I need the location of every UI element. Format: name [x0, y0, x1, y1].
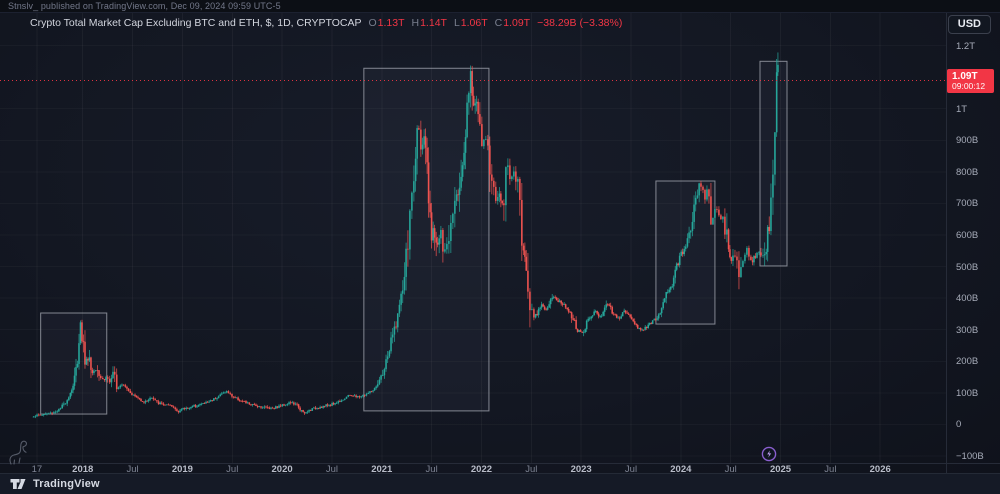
price-axis-label: 300B: [956, 324, 979, 336]
time-axis-label: 2024: [670, 464, 692, 475]
price-axis-label: 400B: [956, 293, 979, 305]
last-price-label: 1.09T 09:00:12: [947, 69, 994, 94]
price-axis-label: 600B: [956, 230, 979, 241]
legend: Crypto Total Market Cap Excluding BTC an…: [30, 17, 622, 29]
time-axis-label: 2021: [371, 464, 393, 475]
currency-toggle-button[interactable]: USD: [947, 15, 991, 34]
price-axis-label: 1T: [956, 103, 968, 115]
footer-brand[interactable]: TradingView: [33, 478, 100, 490]
low-value: 1.06T: [460, 17, 488, 29]
bar-countdown: 09:00:12: [952, 81, 986, 92]
candlestick-plot[interactable]: [0, 13, 946, 463]
price-axis-label: 200B: [956, 356, 979, 368]
close-key: C: [494, 17, 503, 29]
time-axis-label: 2023: [570, 464, 592, 475]
time-axis-label: 2022: [470, 464, 493, 475]
price-axis-label: 500B: [956, 261, 979, 273]
close-value: 1.09T: [503, 17, 531, 29]
footer-bar: TradingView: [0, 473, 1000, 494]
price-axis-label: 1.2T: [956, 40, 976, 52]
time-axis-label: Jul: [525, 464, 538, 475]
time-axis-label: 17: [31, 464, 43, 475]
price-axis-label: −100B: [956, 451, 984, 463]
time-axis-label: Jul: [325, 464, 339, 475]
price-axis-label: 900B: [956, 135, 979, 147]
time-axis-label: 2018: [72, 464, 94, 475]
price-axis[interactable]: 1.2T 1T 900B 800B 700B 600B 500B 400B 300B 200B 10…: [946, 13, 1000, 474]
open-key: O: [368, 17, 377, 29]
time-axis-label: Jul: [824, 464, 837, 475]
time-axis-label: Jul: [624, 464, 638, 475]
open-value: 1.13T: [377, 17, 405, 29]
tradingview-logo-icon[interactable]: [10, 478, 27, 490]
time-axis-label: 2019: [171, 464, 193, 475]
time-axis-label: 2020: [271, 464, 293, 475]
time-axis-label: Jul: [126, 464, 139, 475]
time-axis-label: Jul: [724, 464, 737, 475]
event-marker-icon[interactable]: [761, 446, 777, 462]
change-value: −38.29B (−3.38%): [537, 17, 623, 29]
time-axis-label: Jul: [226, 464, 239, 475]
time-axis-label: Jul: [425, 464, 438, 475]
last-price-value: 1.09T: [952, 71, 978, 83]
high-key: H: [411, 17, 420, 29]
time-axis-label: 2026: [869, 464, 891, 475]
price-axis-label: 0: [956, 419, 962, 431]
time-axis-label: 2025: [769, 464, 792, 475]
chart-widget[interactable]: Crypto Total Market Cap Excluding BTC an…: [0, 12, 1000, 475]
low-key: L: [453, 17, 460, 29]
price-axis-label: 100B: [956, 387, 979, 399]
high-value: 1.14T: [420, 17, 447, 29]
time-axis[interactable]: 17 2018 Jul 2019 Jul 2020 Jul 2021 Jul 2022 Jul 202…: [0, 463, 1000, 475]
symbol-title[interactable]: Crypto Total Market Cap Excluding BTC an…: [30, 17, 362, 29]
attribution-bar: Stnslv_ published on TradingView.com, De…: [8, 1, 281, 11]
price-axis-label: 700B: [956, 198, 979, 210]
dino-icon: [7, 437, 31, 472]
price-axis-label: 800B: [956, 166, 979, 178]
